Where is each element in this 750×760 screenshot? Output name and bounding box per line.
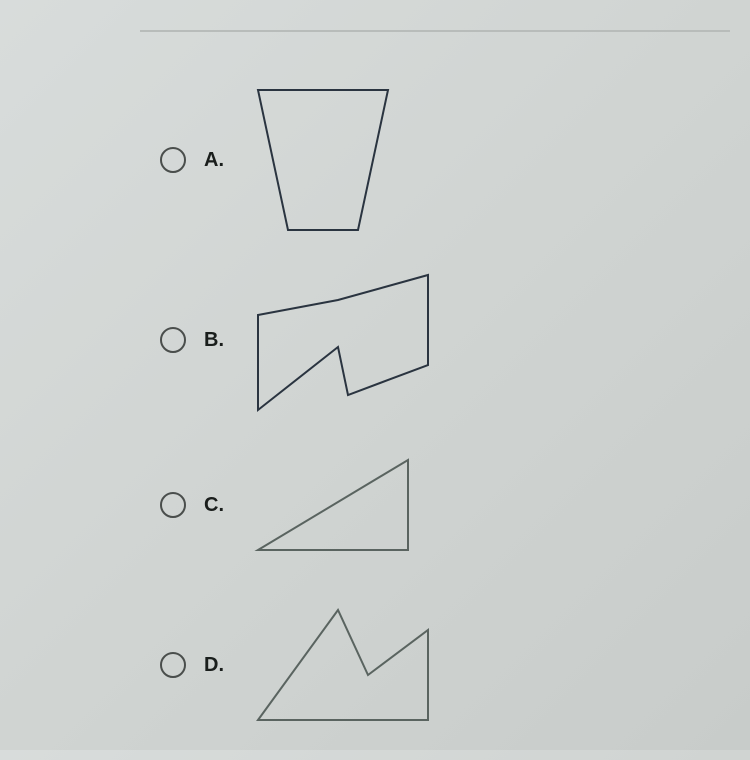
option-d-row: D. <box>160 590 448 740</box>
concave-polygon-path <box>258 610 428 720</box>
shape-b-container <box>248 265 448 415</box>
option-c-label: C. <box>204 494 234 517</box>
shape-c-container <box>248 450 418 560</box>
trapezoid-polygon <box>258 90 388 230</box>
options-list: A. B. C. D. <box>160 80 448 760</box>
concave-hexagon-shape <box>248 265 448 415</box>
shape-d-container <box>248 600 438 730</box>
shape-a-container <box>248 80 398 240</box>
option-a-label: A. <box>204 149 234 172</box>
concave-polygon-shape <box>248 600 438 730</box>
option-b-label: B. <box>204 329 234 352</box>
option-d-label: D. <box>204 654 234 677</box>
concave-hexagon-path <box>258 275 428 410</box>
radio-c[interactable] <box>160 492 186 518</box>
radio-b[interactable] <box>160 327 186 353</box>
radio-d[interactable] <box>160 652 186 678</box>
radio-a[interactable] <box>160 147 186 173</box>
trapezoid-shape <box>248 80 398 240</box>
option-b-row: B. <box>160 260 448 420</box>
option-a-row: A. <box>160 80 448 240</box>
top-divider <box>140 30 730 32</box>
right-triangle-polygon <box>258 460 408 550</box>
option-c-row: C. <box>160 440 448 570</box>
right-triangle-shape <box>248 450 418 560</box>
